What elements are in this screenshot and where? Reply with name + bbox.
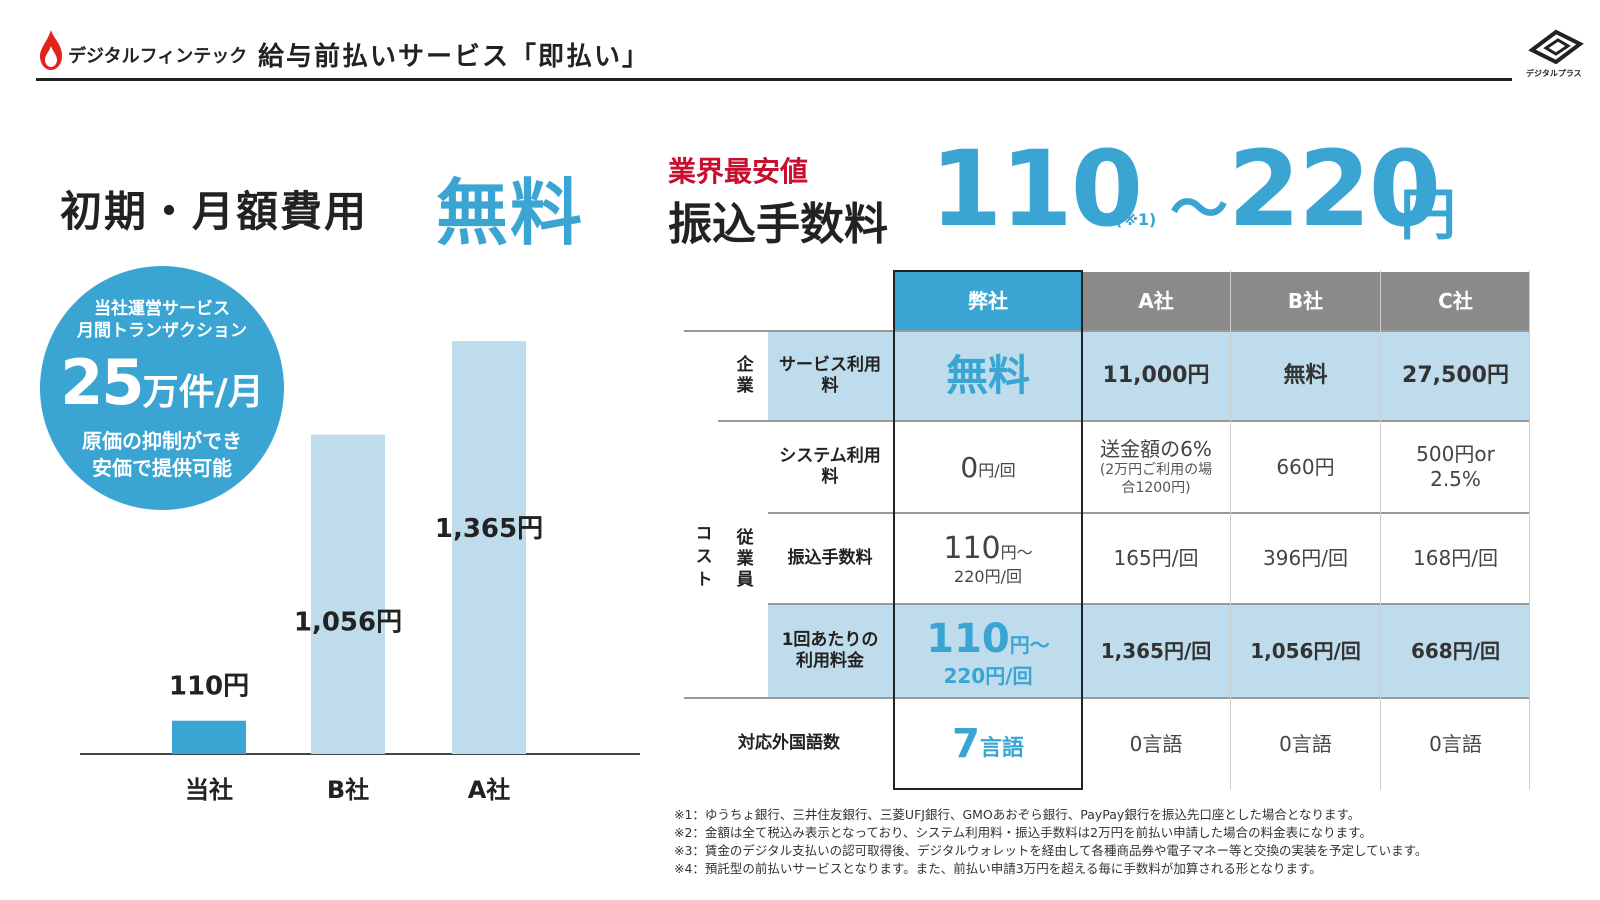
- transaction-volume-badge: 当社運営サービス 月間トランザクション 25万件/月 原価の抑制ができ 安価で提…: [40, 266, 284, 510]
- transfer-fee-tilde: 〜: [1170, 175, 1229, 243]
- cell-system-c: 500円or 2.5%: [1416, 442, 1495, 491]
- header-c: C社: [1381, 272, 1530, 330]
- group-employee: 従業員: [732, 528, 753, 591]
- badge-line3: 原価の抑制ができ: [82, 429, 242, 453]
- row-label-system-fee: システム利用料: [779, 445, 881, 487]
- digital-plus-logo-text: デジタルプラス: [1526, 69, 1582, 78]
- initial-monthly-fee-value: 無料: [436, 171, 585, 255]
- group-company: 企業: [732, 355, 753, 397]
- header-ours: 弊社: [894, 272, 1082, 330]
- chart-value-label: 1,365円: [435, 514, 543, 544]
- chart-category-label: B社: [327, 776, 369, 804]
- cell-system-a: 送金額の6% (2万円ご利用の場合1200円): [1082, 422, 1230, 512]
- cell-per-use-ours-main: 110円〜: [926, 614, 1050, 664]
- transfer-fee-max: 220: [1228, 128, 1441, 250]
- rule: [684, 697, 1530, 699]
- initial-monthly-fee-label: 初期・月額費用: [60, 187, 369, 236]
- cell-lang-ours: 7 言語: [894, 699, 1082, 789]
- cell-per-use-a: 1,365円/回: [1100, 638, 1212, 663]
- cell-service-c: 27,500円: [1402, 363, 1509, 389]
- cell-system-a-sub: (2万円ご利用の場合1200円): [1099, 462, 1213, 496]
- cell-lang-ours-unit: 言語: [979, 736, 1024, 762]
- cell-per-use-c: 668円/回: [1410, 638, 1501, 663]
- badge-line2: 月間トランザクション: [77, 321, 247, 341]
- flame-logo-icon: [40, 30, 62, 70]
- row-bg-per-use: [768, 605, 1530, 697]
- rule: [1529, 270, 1530, 790]
- transfer-fee-unit: 円: [1400, 183, 1456, 248]
- cell-system-ours-unit: 円/回: [978, 461, 1016, 480]
- header-divider: [36, 78, 1512, 81]
- cell-system-ours-num: 0: [960, 450, 979, 484]
- cell-service-ours: 無料: [945, 350, 1030, 400]
- cell-transfer-c: 168円/回: [1413, 546, 1498, 570]
- cell-system-b: 660円: [1276, 454, 1335, 479]
- cell-transfer-ours-sub: 220円/回: [954, 567, 1022, 587]
- badge-volume: 25万件/月: [40, 346, 284, 419]
- cell-transfer-ours-unit: 円〜: [1000, 542, 1033, 562]
- rule: [768, 512, 1530, 514]
- cell-transfer-b: 396円/回: [1263, 546, 1348, 570]
- page-title: 給与前払いサービス「即払い」: [258, 42, 651, 72]
- badge-caption: 原価の抑制ができ 安価で提供可能: [40, 428, 284, 482]
- footnotes: ※1：ゆうちょ銀行、三井住友銀行、三菱UFJ銀行、GMOあおぞら銀行、PayPa…: [674, 806, 1427, 878]
- cell-lang-b: 0言語: [1279, 731, 1332, 756]
- row-label-service-fee: サービス利用料: [779, 354, 881, 396]
- chart-bar: [311, 434, 385, 754]
- chart-value-label: 1,056円: [294, 608, 402, 638]
- row-label-per-use: 1回あたりの利用料金: [781, 629, 879, 671]
- header-a: A社: [1082, 272, 1230, 330]
- digital-plus-logo-icon: [1528, 29, 1584, 64]
- brand-name: デジタルフィンテック: [68, 46, 248, 67]
- chart-category-label: A社: [468, 776, 511, 804]
- rule: [718, 420, 1530, 422]
- cell-per-use-b: 1,056円/回: [1250, 638, 1361, 663]
- cell-per-use-ours: 110円〜 220円/回: [894, 605, 1082, 697]
- cell-transfer-ours: 110円〜 220円/回: [894, 514, 1082, 603]
- transfer-fee-note: (※1): [1115, 210, 1157, 229]
- cell-transfer-a: 165円/回: [1113, 546, 1199, 570]
- cell-system-ours: 0 円/回: [894, 422, 1082, 512]
- footnote-2: ※2：金額は全て税込み表示となっており、システム利用料・振込手数料は2万円を前払…: [674, 825, 1372, 840]
- cell-service-a: 11,000円: [1102, 363, 1210, 389]
- footnote-4: ※4：預託型の前払いサービスとなります。また、前払い申請3万円を超える毎に手数料…: [674, 861, 1322, 876]
- badge-line1: 当社運営サービス: [94, 299, 230, 319]
- rule: [1380, 270, 1381, 790]
- chart-category-label: 当社: [185, 776, 233, 804]
- badge-heading: 当社運営サービス 月間トランザクション: [40, 298, 284, 342]
- chart-value-label: 110円: [169, 672, 249, 702]
- cell-transfer-ours-num: 110: [943, 530, 1001, 566]
- footnote-3: ※3：賃金のデジタル支払いの認可取得後、デジタルウォレットを経由して各種商品券や…: [674, 843, 1428, 858]
- cell-lang-ours-num: 7: [952, 721, 980, 767]
- cell-per-use-ours-sub: 220円/回: [943, 663, 1033, 688]
- ours-column-highlight: [893, 270, 1083, 790]
- cell-system-a-main: 送金額の6%: [1100, 437, 1212, 461]
- badge-volume-number: 25: [60, 346, 144, 419]
- cell-per-use-ours-unit: 円〜: [1009, 632, 1050, 657]
- comparison-table: 弊社 A社 B社 C社 コスト 企業 従業員 サービス利用料 システム利用料 振…: [684, 270, 1532, 790]
- footnote-1: ※1：ゆうちょ銀行、三井住友銀行、三菱UFJ銀行、GMOあおぞら銀行、PayPa…: [674, 807, 1361, 822]
- header-b: B社: [1231, 272, 1380, 330]
- transfer-fee-label: 振込手数料: [668, 199, 888, 250]
- rule: [768, 603, 1530, 605]
- chart-bar: [172, 720, 246, 754]
- cell-service-b: 無料: [1283, 363, 1328, 389]
- badge-volume-unit: 万件/月: [142, 372, 264, 413]
- cell-transfer-ours-main: 110円〜: [943, 530, 1032, 568]
- row-label-languages: 対応外国語数: [738, 733, 840, 754]
- chart-bar: [452, 341, 526, 754]
- badge-line4: 安価で提供可能: [92, 456, 232, 480]
- row-label-transfer-fee: 振込手数料: [787, 547, 873, 568]
- transfer-fee-min: 110: [930, 128, 1143, 250]
- lowest-price-label: 業界最安値: [668, 155, 809, 188]
- group-cost: コスト: [691, 524, 712, 593]
- cell-lang-c: 0言語: [1429, 731, 1482, 756]
- rule: [684, 330, 1530, 332]
- row-bg-service: [768, 332, 1530, 420]
- rule: [1230, 270, 1231, 790]
- cell-lang-a: 0言語: [1129, 731, 1183, 756]
- cell-per-use-ours-num: 110: [926, 615, 1010, 662]
